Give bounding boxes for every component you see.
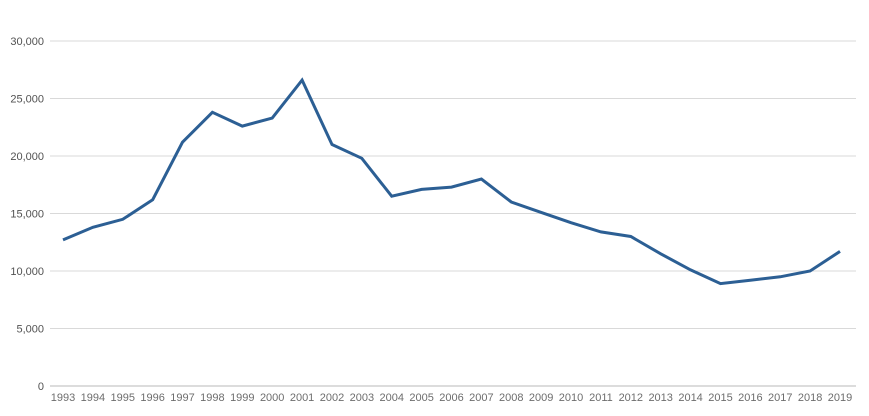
y-axis-tick-label: 15,000 bbox=[10, 209, 44, 221]
x-axis-year-label: 2006 bbox=[439, 392, 463, 404]
x-axis-year-label: 2010 bbox=[559, 392, 583, 404]
x-axis-year-label: 2015 bbox=[708, 392, 732, 404]
x-axis-year-label: 2013 bbox=[648, 392, 672, 404]
x-axis-year-label: 2004 bbox=[379, 392, 403, 404]
x-axis-year-label: 1998 bbox=[200, 392, 224, 404]
x-axis-year-label: 1997 bbox=[170, 392, 194, 404]
x-axis-year-label: 2012 bbox=[619, 392, 643, 404]
x-axis-year-label: 2011 bbox=[589, 392, 613, 404]
x-axis-year-label: 2019 bbox=[828, 392, 852, 404]
x-axis-year-label: 2016 bbox=[738, 392, 762, 404]
x-axis-year-label: 1995 bbox=[111, 392, 135, 404]
y-axis-tick-label: 25,000 bbox=[10, 94, 44, 106]
x-axis-year-label: 2008 bbox=[499, 392, 523, 404]
y-axis-tick-label: 10,000 bbox=[10, 266, 44, 278]
x-axis-year-label: 2017 bbox=[768, 392, 792, 404]
x-axis-year-label: 2014 bbox=[678, 392, 702, 404]
x-axis-year-label: 2005 bbox=[409, 392, 433, 404]
x-axis-year-label: 1993 bbox=[51, 392, 75, 404]
y-axis-tick-label: 5,000 bbox=[16, 324, 44, 336]
x-axis-year-label: 2003 bbox=[350, 392, 374, 404]
x-axis-year-label: 1999 bbox=[230, 392, 254, 404]
y-axis-tick-label: 0 bbox=[38, 381, 44, 393]
x-axis-year-label: 2001 bbox=[290, 392, 314, 404]
x-axis-year-label: 2002 bbox=[320, 392, 344, 404]
x-axis-year-label: 1996 bbox=[140, 392, 164, 404]
x-axis-year-label: 2009 bbox=[529, 392, 553, 404]
x-axis-year-label: 2000 bbox=[260, 392, 284, 404]
y-axis-tick-label: 30,000 bbox=[10, 36, 44, 48]
x-axis-year-label: 2007 bbox=[469, 392, 493, 404]
x-axis-year-label: 1994 bbox=[81, 392, 105, 404]
y-axis-tick-label: 20,000 bbox=[10, 151, 44, 163]
x-axis-year-label: 2018 bbox=[798, 392, 822, 404]
data-series-line bbox=[62, 77, 841, 286]
